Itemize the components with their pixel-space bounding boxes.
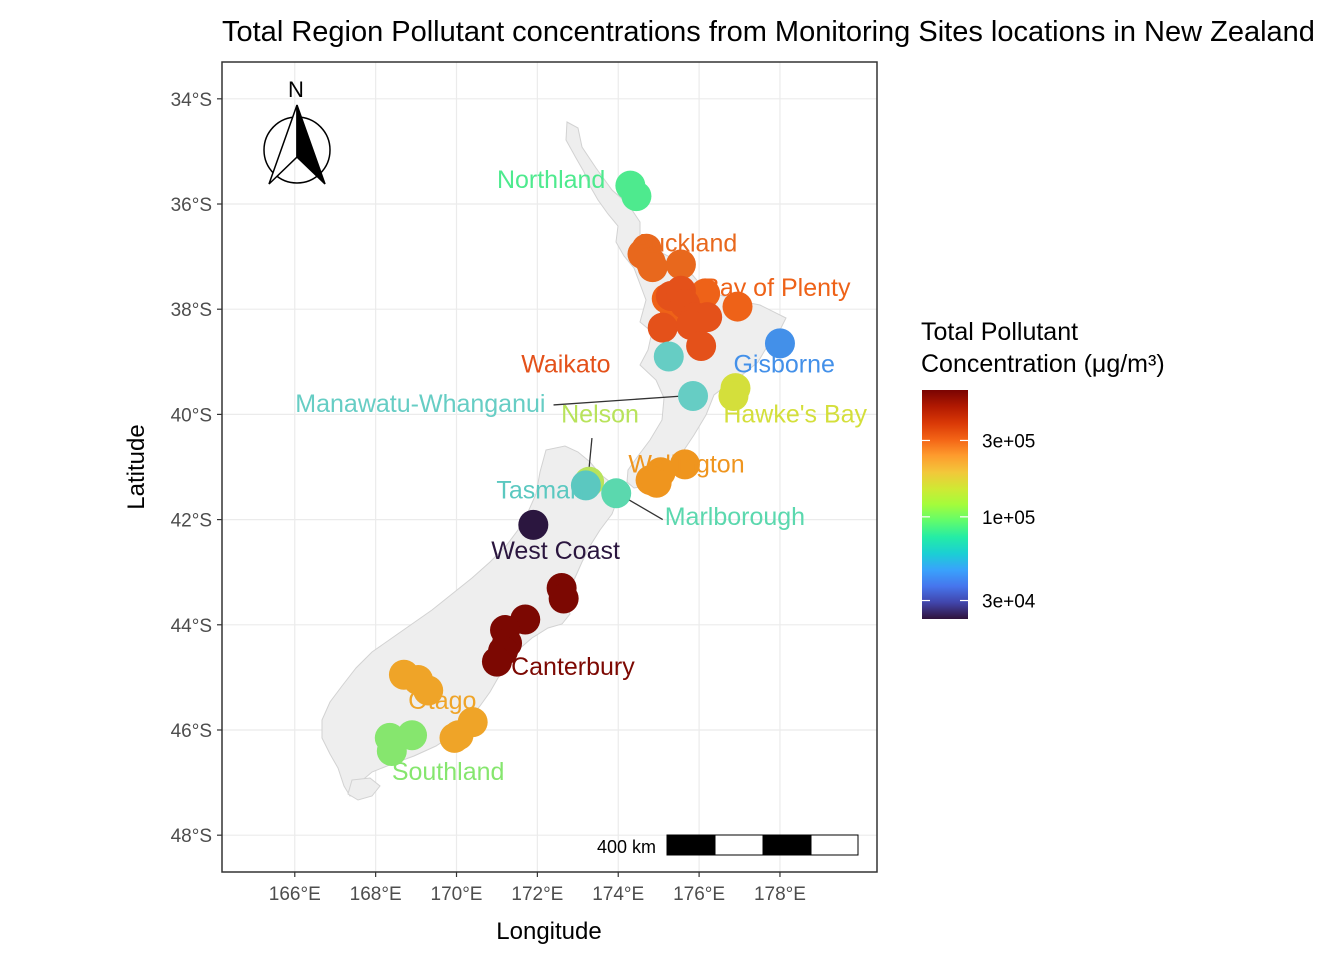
legend-colorbar [922, 390, 968, 619]
scale-bar: 400 km [597, 834, 859, 857]
site-point-gisborne-0 [764, 328, 795, 359]
scale-bar-segment-3 [762, 834, 812, 856]
legend-tick-label-1: 1e+05 [982, 508, 1035, 529]
x-tick-label-1: 168°E [350, 884, 402, 905]
site-point-manawatu-whanganui-0 [678, 380, 709, 411]
y-tick-label-7: 48°S [171, 826, 212, 847]
site-point-hawke-s-bay-1 [718, 380, 749, 411]
site-point-manawatu-whanganui-1 [653, 341, 684, 372]
region-label-southland: Southland [392, 758, 505, 786]
region-label-waikato: Waikato [521, 350, 610, 378]
region-label-gisborne: Gisborne [733, 350, 834, 378]
site-point-southland-2 [376, 736, 407, 767]
y-axis-title: Latitude [123, 424, 150, 509]
site-point-canterbury-6 [481, 646, 512, 677]
y-tick-label-4: 42°S [171, 511, 212, 532]
x-tick-label-0: 166°E [269, 884, 321, 905]
site-point-wellington-0 [669, 449, 700, 480]
site-point-tasman-0 [570, 470, 601, 501]
legend-title-line-1: Total Pollutant [921, 318, 1078, 346]
y-tick-label-0: 34°S [171, 90, 212, 111]
scale-bar-label: 400 km [597, 837, 656, 857]
site-point-marlborough-0 [601, 478, 632, 509]
region-label-nelson: Nelson [561, 400, 639, 428]
x-tick-label-3: 172°E [511, 884, 563, 905]
y-tick-label-6: 46°S [171, 721, 212, 742]
region-label-bay-of-plenty: Bay of Plenty [703, 274, 851, 302]
x-tick-label-6: 178°E [754, 884, 806, 905]
site-point-otago-2 [413, 675, 444, 706]
y-axis: 34°S 36°S 38°S 40°S 42°S 44°S 46°S 48°S [171, 90, 222, 847]
legend-title-line-2: Concentration (μg/m³) [921, 350, 1165, 378]
legend-ticks: 3e+04 1e+05 3e+05 [922, 431, 1036, 613]
region-label-auckland: Auckland [634, 229, 737, 257]
site-point-wellington-3 [641, 467, 672, 498]
site-point-waikato-7 [686, 331, 717, 362]
region-label-manawatu-whanganui: Manawatu-Whanganui [295, 390, 545, 418]
y-tick-label-1: 36°S [171, 195, 212, 216]
site-point-bay-of-plenty-1 [722, 291, 753, 322]
scale-bar-segment-2 [714, 834, 764, 856]
site-point-auckland-3 [637, 252, 668, 283]
region-labels: Northland Auckland Bay of Plenty Waikato Gis… [295, 166, 867, 786]
scale-bar-segment-4 [810, 834, 859, 856]
x-axis: 166°E 168°E 170°E 172°E 174°E 176°E 178°E [269, 872, 806, 905]
legend-tick-label-2: 3e+05 [982, 431, 1035, 452]
region-label-canterbury: Canterbury [511, 653, 635, 681]
site-point-northland-1 [621, 181, 652, 212]
scale-bar-segment-1 [666, 834, 716, 856]
north-arrow: N [263, 77, 331, 185]
site-point-southland-1 [397, 720, 428, 751]
site-point-canterbury-1 [548, 583, 579, 614]
map-title: Total Region Pollutant concentrations fr… [222, 16, 1315, 48]
region-label-otago: Otago [408, 687, 476, 715]
region-label-marlborough: Marlborough [665, 503, 805, 531]
site-point-west-coast-0 [518, 509, 549, 540]
region-label-northland: Northland [497, 166, 605, 194]
y-tick-label-2: 38°S [171, 300, 212, 321]
site-point-auckland-4 [665, 249, 696, 280]
x-tick-label-4: 174°E [592, 884, 644, 905]
north-arrow-right-half-icon [296, 104, 326, 185]
x-tick-label-5: 176°E [673, 884, 725, 905]
region-label-wellington: Wellington [628, 450, 744, 478]
site-point-otago-5 [439, 722, 470, 753]
region-label-hawke-s-bay: Hawke's Bay [723, 400, 867, 428]
x-tick-label-2: 170°E [431, 884, 483, 905]
y-tick-label-3: 40°S [171, 405, 212, 426]
north-arrow-label: N [288, 77, 304, 102]
x-axis-title: Longitude [496, 918, 601, 945]
region-label-west-coast: West Coast [491, 537, 620, 565]
site-point-waikato-5 [647, 312, 678, 343]
color-legend: Total Pollutant Concentration (μg/m³) 3e… [921, 318, 1165, 619]
stewart-island-shape [347, 777, 381, 801]
panel-border [221, 61, 878, 873]
region-label-tasman: Tasman [496, 477, 584, 505]
connector-manawatu-whanganui [553, 395, 683, 406]
legend-tick-label-0: 3e+04 [982, 592, 1036, 613]
y-tick-label-5: 44°S [171, 616, 212, 637]
monitoring-site-points [374, 170, 795, 767]
